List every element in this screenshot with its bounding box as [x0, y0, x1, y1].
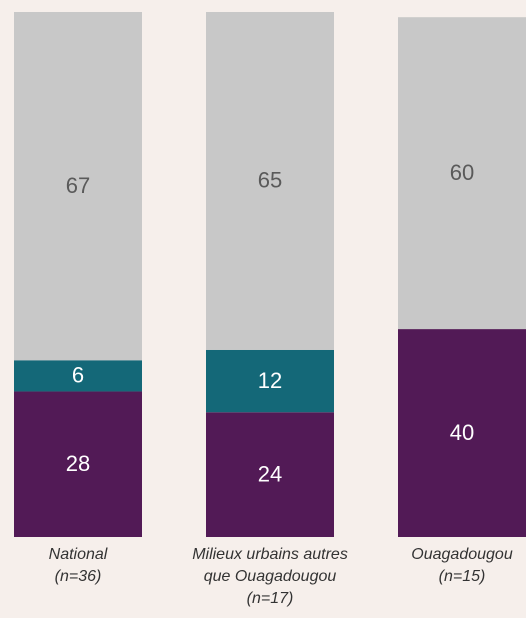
- bar-segment: [398, 17, 526, 330]
- bar-segment: [14, 12, 142, 361]
- bar-segment: [14, 391, 142, 537]
- bar-segment: [14, 360, 142, 392]
- value-label: 6: [72, 363, 84, 388]
- category-label: National (n=36): [48, 546, 108, 585]
- value-label: 28: [66, 451, 90, 476]
- value-label: 24: [258, 461, 282, 486]
- value-label: 60: [450, 160, 474, 185]
- bar-segment: [206, 12, 334, 350]
- bar-segment: [206, 412, 334, 537]
- value-label: 67: [66, 173, 90, 198]
- value-label: 65: [258, 168, 282, 193]
- value-label: 12: [258, 368, 282, 393]
- bar-segment: [398, 329, 526, 537]
- category-label: Ouagadougou (n=15): [411, 546, 513, 585]
- bar-segment: [206, 349, 334, 413]
- category-label: Milieux urbains autres que Ouagadougou (…: [192, 546, 348, 607]
- value-label: 40: [450, 420, 474, 445]
